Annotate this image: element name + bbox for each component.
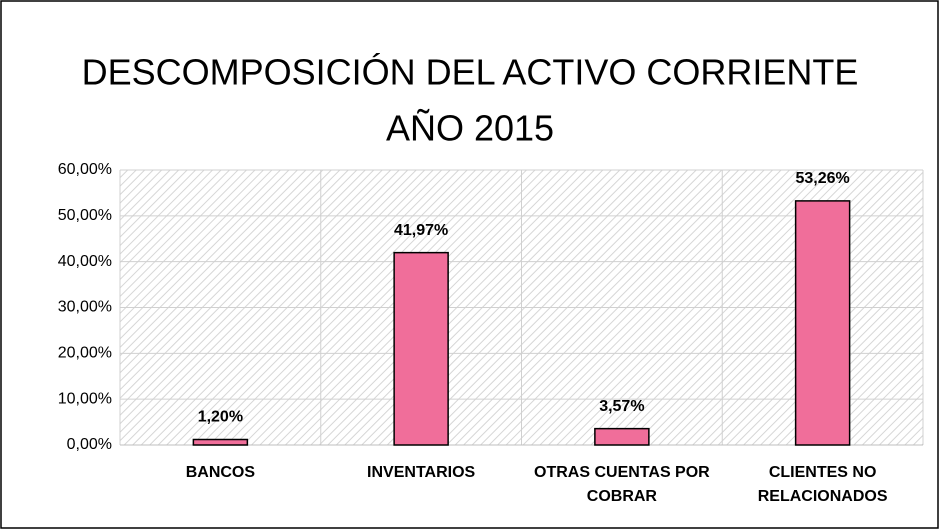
- bar: [594, 427, 650, 446]
- x-tick-label: OTRAS CUENTAS POR COBRAR: [534, 464, 710, 505]
- chart-title: AÑO 2015: [386, 108, 554, 149]
- y-tick-label: 40,00%: [58, 253, 112, 270]
- data-label: 3,57%: [599, 398, 644, 415]
- data-label: 1,20%: [198, 409, 243, 426]
- y-tick-label: 30,00%: [58, 299, 112, 316]
- bar: [794, 200, 851, 446]
- bar: [192, 438, 249, 446]
- bar: [393, 251, 449, 446]
- chart-title: DESCOMPOSICIÓN DEL ACTIVO CORRIENTE: [82, 52, 859, 93]
- y-tick-label: 20,00%: [58, 345, 112, 362]
- y-tick-label: 50,00%: [58, 207, 112, 224]
- y-tick-label: 60,00%: [58, 161, 112, 178]
- y-tick-label: 10,00%: [58, 390, 112, 407]
- data-label: 53,26%: [795, 170, 849, 187]
- x-tick-label: CLIENTES NO RELACIONADOS: [757, 464, 888, 505]
- y-tick-label: 0,00%: [67, 436, 112, 453]
- x-tick-label: BANCOS: [185, 464, 256, 481]
- data-label: 41,97%: [394, 222, 448, 239]
- x-tick-label: INVENTARIOS: [367, 464, 476, 481]
